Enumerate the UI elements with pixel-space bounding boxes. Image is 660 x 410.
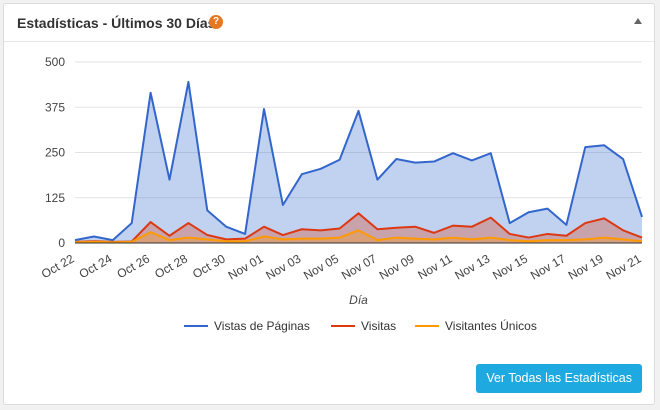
x-tick-label: Nov 01 — [226, 251, 266, 282]
series-line — [74, 212, 643, 243]
x-tick-label: Oct 26 — [114, 251, 152, 281]
x-tick-label: Nov 11 — [415, 251, 454, 282]
x-tick-label: Nov 17 — [528, 251, 568, 282]
legend-label: Visitas — [361, 319, 396, 333]
y-tick-label: 0 — [58, 236, 65, 250]
panel-header: Estadísticas - Últimos 30 Días ? — [4, 4, 654, 42]
x-tick-label: Oct 22 — [39, 251, 77, 281]
x-tick-label: Nov 21 — [604, 251, 644, 282]
chevron-up-icon[interactable] — [634, 18, 642, 24]
series-area — [75, 81, 642, 243]
x-tick-label: Nov 07 — [339, 251, 379, 282]
y-tick-label: 125 — [45, 191, 65, 205]
x-tick-label: Nov 09 — [377, 251, 417, 282]
panel-title: Estadísticas - Últimos 30 Días — [17, 15, 216, 31]
x-tick-label: Nov 15 — [490, 251, 530, 282]
legend-label: Visitantes Únicos — [445, 318, 537, 333]
y-tick-label: 250 — [45, 146, 65, 160]
view-all-stats-button[interactable]: Ver Todas las Estadísticas — [476, 364, 642, 393]
x-tick-label: Oct 28 — [152, 251, 190, 281]
x-tick-label: Nov 05 — [301, 251, 341, 282]
legend-label: Vistas de Páginas — [214, 319, 310, 333]
y-tick-label: 375 — [45, 100, 65, 114]
series-area — [75, 213, 642, 243]
x-tick-label: Nov 19 — [566, 251, 606, 282]
y-tick-label: 500 — [45, 55, 65, 69]
help-icon[interactable]: ? — [209, 15, 223, 29]
area-chart: 0 125 250 375 500 Oct 22 Oct 24 Oct 26 Oct 28 Oct… — [39, 55, 644, 333]
stats-panel: Estadísticas - Últimos 30 Días ? 0 125 250… — [3, 3, 655, 405]
x-tick-label: Oct 30 — [190, 251, 228, 281]
series-line — [74, 229, 643, 244]
x-tick-label: Oct 24 — [77, 251, 115, 281]
x-axis-title: Día — [349, 293, 368, 307]
x-tick-label: Nov 13 — [452, 251, 492, 282]
x-tick-label: Nov 03 — [263, 251, 303, 282]
series-line — [74, 80, 643, 242]
